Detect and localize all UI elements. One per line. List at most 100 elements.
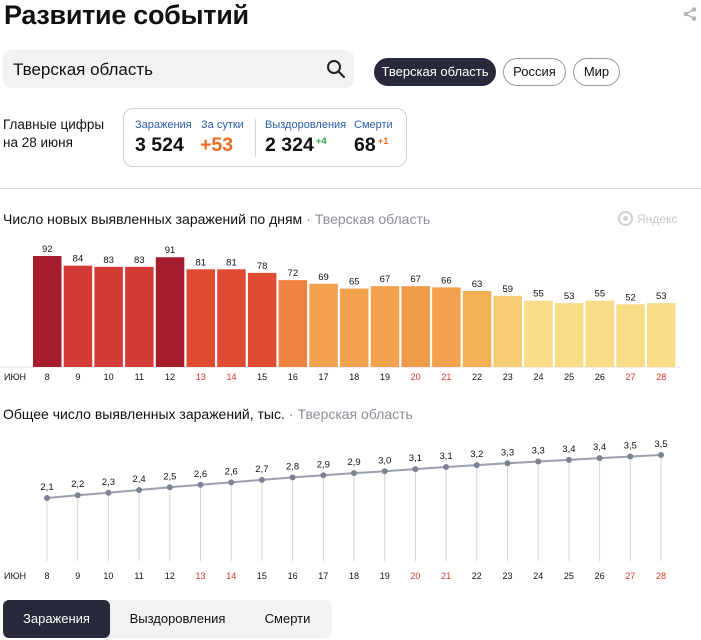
bar-value-label: 53 xyxy=(656,291,667,302)
bar-value-label: 67 xyxy=(410,274,421,285)
bar-value-label: 59 xyxy=(502,284,513,295)
bar-value-label: 78 xyxy=(257,261,268,272)
x-tick-label: 9 xyxy=(75,372,80,382)
total-chart-title: Общее число выявленных заражений, тыс. · Т… xyxy=(3,406,413,422)
bar-value-label: 69 xyxy=(318,272,329,283)
x-tick-label: 8 xyxy=(45,372,50,382)
bar-9 xyxy=(63,265,93,367)
tab-deaths[interactable]: Смерти xyxy=(264,611,311,626)
bar-21 xyxy=(432,287,461,367)
x-tick-label: 14 xyxy=(226,372,236,382)
x-tick-label: 26 xyxy=(595,372,605,382)
x-tick-label: 10 xyxy=(104,372,114,382)
chip-russia[interactable]: Россия xyxy=(503,58,566,86)
point-11 xyxy=(136,487,143,494)
bar-value-label: 81 xyxy=(226,257,237,268)
x-tick-label: 24 xyxy=(533,372,543,382)
x-tick-label: 11 xyxy=(134,571,143,581)
x-tick-label: 25 xyxy=(564,571,574,581)
daily-cases-bar-chart: 92 8 84 9 83 10 83 11 91 12 81 13 81 14 78 15 72 16 69 17 65… xyxy=(0,244,680,382)
point-24 xyxy=(535,458,542,465)
per-day-value: +53 xyxy=(200,134,234,156)
watermark-text: Яндекс xyxy=(637,212,678,226)
point-8 xyxy=(44,495,50,501)
point-value-label: 2,9 xyxy=(317,459,330,470)
bar-12 xyxy=(155,257,185,367)
metric-tabs: Заражения Выздоровления Смерти xyxy=(3,600,332,638)
bar-28 xyxy=(647,303,676,367)
page-title: Развитие событий xyxy=(4,0,249,30)
bar-13 xyxy=(186,269,215,367)
point-17 xyxy=(320,472,327,479)
search-icon[interactable] xyxy=(326,59,346,79)
x-tick-label: 16 xyxy=(288,571,298,581)
point-value-label: 3,2 xyxy=(470,449,483,460)
x-tick-label: 17 xyxy=(318,571,328,581)
tab-recoveries[interactable]: Выздоровления xyxy=(129,611,226,626)
x-tick-label: 21 xyxy=(441,372,451,382)
point-18 xyxy=(351,470,357,477)
bar-27 xyxy=(616,304,645,367)
x-tick-label: 18 xyxy=(349,372,359,382)
bar-value-label: 53 xyxy=(564,291,575,302)
chip-tver-region[interactable]: Тверская область xyxy=(374,58,496,86)
share-icon[interactable] xyxy=(682,6,698,22)
bar-value-label: 55 xyxy=(595,289,606,300)
yandex-watermark: Яндекс xyxy=(618,211,677,226)
point-value-label: 3,3 xyxy=(501,447,514,458)
month-label: ИЮН xyxy=(4,571,26,581)
x-tick-label: 15 xyxy=(257,571,267,581)
bar-value-label: 81 xyxy=(195,257,206,268)
tab-cases[interactable]: Заражения xyxy=(3,600,110,638)
x-tick-label: 23 xyxy=(503,372,513,382)
point-23 xyxy=(504,460,511,467)
x-tick-label: 28 xyxy=(656,571,666,581)
per-day-label: За сутки xyxy=(201,119,244,131)
x-tick-label: 12 xyxy=(165,571,175,581)
point-value-label: 3,3 xyxy=(532,445,545,456)
x-tick-label: 27 xyxy=(625,571,635,581)
x-tick-label: 9 xyxy=(75,571,80,581)
total-chart-title-text: Общее число выявленных заражений, тыс. xyxy=(3,406,285,422)
point-20 xyxy=(412,466,419,473)
point-16 xyxy=(289,474,296,481)
x-tick-label: 18 xyxy=(349,571,359,581)
x-tick-label: 17 xyxy=(319,372,329,382)
point-13 xyxy=(197,481,204,488)
x-tick-label: 25 xyxy=(564,372,574,382)
bar-25 xyxy=(554,303,584,367)
bar-8 xyxy=(33,256,62,367)
bar-value-label: 92 xyxy=(42,244,53,255)
bar-value-label: 65 xyxy=(349,277,360,288)
section-divider xyxy=(0,188,701,189)
x-tick-label: 16 xyxy=(288,372,298,382)
search-input[interactable]: Тверская область xyxy=(13,60,154,79)
deaths-label: Смерти xyxy=(354,119,393,131)
x-tick-label: 23 xyxy=(502,571,512,581)
region-search[interactable]: Тверская область xyxy=(3,50,354,88)
x-tick-label: 13 xyxy=(195,571,205,581)
recovered-delta: +4 xyxy=(315,135,327,147)
bar-value-label: 84 xyxy=(73,254,84,265)
bar-24 xyxy=(524,300,553,367)
x-tick-label: 20 xyxy=(410,571,420,581)
x-tick-label: 22 xyxy=(472,571,482,581)
bar-26 xyxy=(585,300,615,367)
bar-14 xyxy=(217,269,246,367)
x-tick-label: 22 xyxy=(472,372,482,382)
main-figures-box: Заражения За сутки Выздоровления Смерти … xyxy=(123,108,407,167)
chip-world[interactable]: Мир xyxy=(573,58,620,86)
x-tick-label: 24 xyxy=(533,571,543,581)
point-9 xyxy=(74,492,81,499)
daily-chart-title-text: Число новых выявленных заражений по дням xyxy=(3,211,303,227)
bar-22 xyxy=(462,290,492,367)
bar-value-label: 67 xyxy=(380,274,391,285)
bar-15 xyxy=(247,272,277,367)
point-value-label: 3,1 xyxy=(409,453,422,464)
point-value-label: 2,6 xyxy=(194,469,207,480)
bar-value-label: 72 xyxy=(288,268,299,279)
point-value-label: 3,4 xyxy=(562,444,575,455)
point-26 xyxy=(596,455,603,462)
point-value-label: 3,5 xyxy=(624,441,637,452)
point-value-label: 2,4 xyxy=(132,474,145,485)
